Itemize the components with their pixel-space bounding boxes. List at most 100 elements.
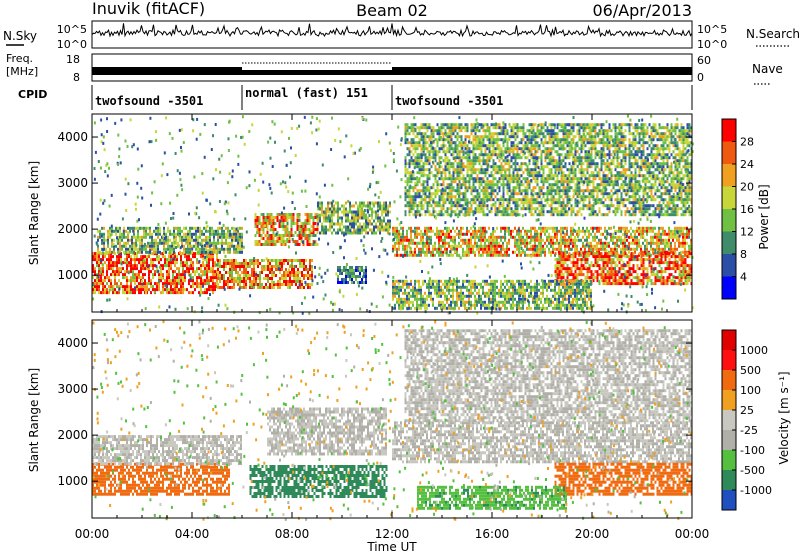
velocity-cbar-cell [722, 410, 736, 430]
cpid-mode-3: twofsound -3501 [395, 94, 503, 108]
echo-band [404, 123, 693, 217]
echo-band [392, 226, 692, 257]
x-tick-label: 00:00 [675, 527, 710, 541]
velocity-ytick-label: 1000 [57, 474, 88, 488]
echo-band [392, 421, 692, 464]
power-cbar-label: Power [dB] [757, 184, 771, 249]
nsky-strip: N.Sky 10^5 10^0 10^5 10^0 N.Search [3, 20, 800, 51]
power-cbar-tick-label: 20 [740, 181, 754, 194]
freq-band-2 [242, 70, 392, 75]
velocity-cbar-tick-label: 1000 [740, 344, 768, 357]
power-cbar-cell [722, 209, 736, 232]
nsky-line [91, 23, 693, 38]
beam-title: Beam 02 [356, 1, 428, 20]
freq-band-1 [92, 67, 242, 75]
power-ytick-label: 4000 [57, 130, 88, 144]
velocity-cbar-cell [722, 370, 736, 390]
nave-tick-top: 60 [697, 54, 711, 67]
velocity-ytick-label: 3000 [57, 382, 88, 396]
echo-band [249, 465, 388, 498]
echo-band [92, 252, 218, 295]
freq-unit: [MHz] [6, 65, 38, 78]
power-ytick-label: 2000 [57, 222, 88, 236]
cpid-mode-2: normal (fast) 151 [245, 86, 368, 100]
velocity-cbar-label: Velocity [m s⁻¹] [777, 371, 791, 464]
velocity-cbar-cell [722, 330, 736, 350]
power-cbar-cell [722, 254, 736, 277]
freq-tick-bottom: 8 [73, 71, 80, 84]
station-title: Inuvik (fitACF) [92, 0, 205, 18]
echo-band [97, 226, 243, 254]
power-ytick-label: 3000 [57, 176, 88, 190]
power-panel: 1000 2000 3000 4000 Slant Range [km] 4 8 12 16… [27, 113, 771, 315]
x-tick-label: 20:00 [575, 527, 610, 541]
echo-band [404, 329, 693, 423]
power-cbar-tick-label: 24 [740, 158, 754, 171]
nave-tick-bottom: 0 [697, 71, 704, 84]
echo-band [337, 266, 367, 284]
nsky-label: N.Sky [3, 29, 37, 43]
power-cbar-tick-label: 4 [740, 271, 747, 284]
echo-band [267, 407, 387, 456]
power-y-ticks: 1000 2000 3000 4000 [57, 130, 692, 282]
echo-scatter [92, 114, 694, 315]
velocity-panel: 1000 2000 3000 4000 Slant Range [km] 1000 50… [27, 319, 791, 521]
freq-strip: Freq. [MHz] CPID 18 8 60 0 Nave [6, 52, 783, 101]
nsearch-label: N.Search [746, 27, 800, 41]
x-tick-label: 04:00 [175, 527, 210, 541]
nsky-tick-bottom: 10^0 [57, 38, 87, 51]
velocity-echoes [92, 320, 693, 521]
power-cbar-tick-label: 16 [740, 203, 754, 216]
power-ylabel: Slant Range [km] [27, 161, 41, 265]
power-colorbar: 4 8 12 16 20 24 28 [721, 118, 754, 300]
velocity-ytick-label: 2000 [57, 428, 88, 442]
freq-band-3 [392, 67, 692, 75]
velocity-cbar-tick-label: -25 [740, 424, 758, 437]
power-cbar-cell [722, 231, 736, 254]
power-ytick-label: 1000 [57, 268, 88, 282]
velocity-cbar-tick-label: 100 [740, 384, 761, 397]
date-title: 06/Apr/2013 [592, 1, 692, 20]
velocity-y-ticks: 1000 2000 3000 4000 [57, 336, 692, 488]
echo-band [92, 462, 230, 496]
velocity-cbar-cell [722, 470, 736, 490]
echo-band [254, 213, 319, 246]
x-axis: 00:00 04:00 08:00 12:00 16:00 20:00 00:00 [75, 114, 710, 541]
cpid-strip: twofsound -3501 normal (fast) 151 twofso… [91, 85, 693, 110]
echo-scatter [92, 320, 692, 521]
nsearch-tick-top: 10^5 [697, 23, 727, 36]
velocity-cbar-tick-label: -1000 [740, 484, 772, 497]
velocity-ylabel: Slant Range [km] [27, 368, 41, 472]
echo-band [554, 462, 693, 496]
power-cbar-cell [722, 276, 736, 299]
velocity-cbar-frame [721, 329, 737, 511]
x-tick-label: 12:00 [375, 527, 410, 541]
freq-tick-top: 18 [66, 53, 80, 66]
echo-band [217, 259, 313, 289]
velocity-colorbar: 1000 500 100 25 -25 -100 -500 -1000 [721, 329, 772, 511]
echo-band [92, 435, 242, 466]
nsky-trace [91, 23, 693, 38]
power-cbar-tick-label: 28 [740, 136, 754, 149]
velocity-cbar-tick-label: -100 [740, 444, 765, 457]
velocity-cbar-tick-label: 500 [740, 364, 761, 377]
echo-band [317, 201, 391, 235]
velocity-cbar-cell [722, 430, 736, 450]
power-cbar-cell [722, 119, 736, 142]
power-cbar-cell [722, 164, 736, 187]
x-tick-label: 16:00 [475, 527, 510, 541]
x-axis-label: Time UT [366, 540, 417, 554]
velocity-cbar-tick-label: 25 [740, 404, 754, 417]
power-cbar-cell [722, 141, 736, 164]
nsky-tick-top: 10^5 [57, 23, 87, 36]
velocity-cbar-cell [722, 390, 736, 410]
velocity-cbar-cell [722, 350, 736, 370]
velocity-cbar-cell [722, 450, 736, 470]
cpid-mode-1: twofsound -3501 [95, 94, 203, 108]
nave-label: Nave [752, 62, 783, 76]
x-tick-label: 00:00 [75, 527, 110, 541]
power-cbar-tick-label: 12 [740, 226, 754, 239]
freq-label: Freq. [6, 52, 33, 65]
